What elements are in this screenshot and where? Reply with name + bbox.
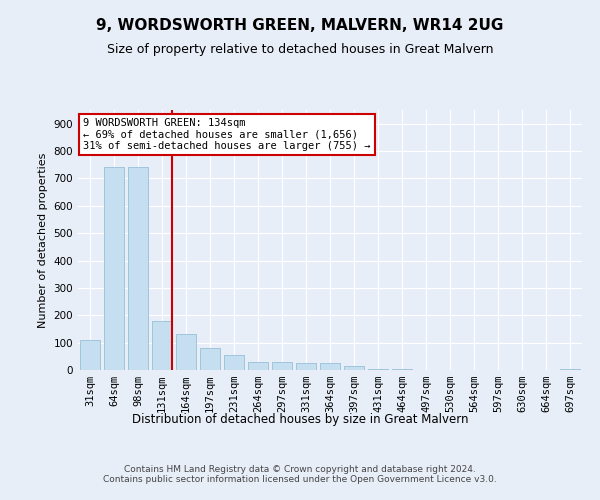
Bar <box>200 348 220 370</box>
Bar <box>368 368 388 370</box>
Bar <box>248 362 268 370</box>
Bar <box>296 362 316 370</box>
Text: Size of property relative to detached houses in Great Malvern: Size of property relative to detached ho… <box>107 42 493 56</box>
Bar <box>344 366 364 370</box>
Text: Distribution of detached houses by size in Great Malvern: Distribution of detached houses by size … <box>132 412 468 426</box>
Bar <box>272 362 292 370</box>
Bar <box>320 362 340 370</box>
Text: 9, WORDSWORTH GREEN, MALVERN, WR14 2UG: 9, WORDSWORTH GREEN, MALVERN, WR14 2UG <box>97 18 503 32</box>
Y-axis label: Number of detached properties: Number of detached properties <box>38 152 48 328</box>
Bar <box>80 340 100 370</box>
Bar <box>104 168 124 370</box>
Bar <box>128 168 148 370</box>
Bar <box>560 369 580 370</box>
Bar <box>224 355 244 370</box>
Text: 9 WORDSWORTH GREEN: 134sqm
← 69% of detached houses are smaller (1,656)
31% of s: 9 WORDSWORTH GREEN: 134sqm ← 69% of deta… <box>83 118 371 151</box>
Bar <box>392 369 412 370</box>
Bar <box>152 320 172 370</box>
Text: Contains HM Land Registry data © Crown copyright and database right 2024.
Contai: Contains HM Land Registry data © Crown c… <box>103 465 497 484</box>
Bar <box>176 334 196 370</box>
